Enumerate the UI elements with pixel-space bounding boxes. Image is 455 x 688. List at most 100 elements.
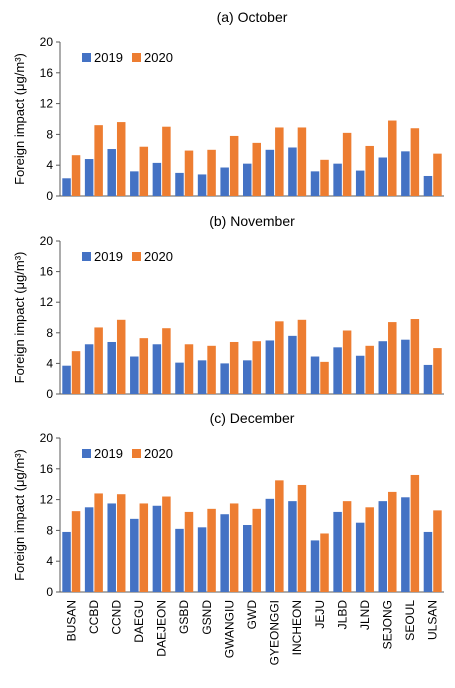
bar-2020-busan [71, 511, 81, 592]
bar-2019-ccbd [84, 344, 94, 394]
bar-2019-gwangiu [220, 514, 229, 592]
legend-label-2020: 2020 [144, 446, 173, 461]
y-tick-label: 20 [40, 431, 54, 445]
bar-2020-ulsan [433, 348, 442, 394]
bar-2019-ulsan [423, 364, 433, 394]
x-tick-label: BUSAN [64, 600, 78, 641]
x-tick-label: GSBD [177, 600, 191, 634]
bar-2020-jlbd [342, 132, 352, 196]
bar-2019-seoul [401, 151, 410, 196]
bar-2020-gsbd [184, 511, 194, 592]
legend-swatch-2019 [82, 53, 91, 62]
chart-title: (b) November [209, 213, 295, 229]
x-tick-label: SEJONG [381, 600, 395, 649]
bar-2019-jeju [310, 356, 320, 394]
y-axis-label: Foreign impact (μg/m³) [12, 449, 27, 581]
bar-2020-jlbd [342, 501, 352, 592]
bar-2019-gsbd [175, 528, 184, 592]
bar-2019-gwd [243, 163, 252, 196]
y-tick-label: 0 [46, 189, 53, 203]
bar-2019-incheon [288, 501, 297, 592]
chart-panel-1: (a) October 0 4 8 12 16 20 Foreign impact (μg/m… [12, 9, 444, 203]
legend-label-2019: 2019 [94, 249, 123, 264]
x-tick-label: SEOUL [403, 600, 417, 641]
bar-2019-jeju [310, 540, 320, 592]
bar-2019-busan [62, 531, 71, 592]
bar-2019-gyeonggi [265, 340, 275, 394]
x-tick-label: GSND [200, 600, 214, 635]
bar-2020-ccnd [116, 319, 126, 394]
bar-2019-jlnd [355, 522, 365, 592]
x-tick-label: GWANGIU [222, 600, 236, 658]
y-tick-label: 20 [40, 35, 54, 49]
bar-2020-ccnd [116, 122, 126, 196]
bar-2019-gyeonggi [265, 149, 275, 196]
bar-2019-ccnd [107, 149, 116, 196]
bar-2019-sejong [378, 341, 388, 394]
bar-2019-seoul [401, 497, 410, 592]
bar-2020-incheon [297, 319, 307, 394]
x-tick-label: DAEJEON [155, 600, 169, 657]
y-tick-label: 4 [46, 356, 53, 370]
bar-2020-jlnd [365, 145, 374, 196]
legend-swatch-2020 [132, 449, 141, 458]
bar-2019-daegu [130, 171, 139, 196]
y-tick-label: 12 [40, 295, 54, 309]
bar-2019-gsnd [197, 360, 207, 394]
y-tick-label: 12 [40, 97, 54, 111]
x-tick-label: CCND [109, 600, 123, 635]
bar-2020-busan [71, 351, 81, 394]
bar-2020-daegu [139, 503, 149, 592]
bar-2020-seoul [410, 319, 420, 394]
bar-2019-gsnd [197, 174, 207, 196]
bar-2020-gsnd [207, 149, 216, 196]
bar-2020-gsnd [207, 345, 216, 394]
bar-2020-gyeonggi [275, 321, 284, 394]
bar-2019-incheon [288, 147, 297, 196]
bar-2020-gwangiu [229, 135, 239, 196]
bar-2019-gwd [243, 360, 252, 394]
y-tick-label: 8 [46, 127, 53, 141]
bar-2020-gsnd [207, 508, 216, 592]
bar-2019-jeju [310, 171, 320, 196]
bar-2019-daegu [130, 356, 139, 394]
bar-2020-jeju [320, 361, 329, 394]
bar-2020-ccnd [116, 494, 126, 592]
bar-2019-gsnd [197, 527, 207, 592]
chart-panel-3: (c) December 0 4 8 12 16 20 Foreign impact (μg/… [12, 410, 444, 665]
legend-swatch-2020 [132, 252, 141, 261]
bar-2019-gwangiu [220, 167, 229, 196]
bar-2020-incheon [297, 127, 307, 196]
chart-panel-2: (b) November 0 4 8 12 16 20 Foreign impact (μg/… [12, 213, 444, 401]
bar-2020-gwd [252, 508, 261, 592]
y-axis-label: Foreign impact (μg/m³) [12, 53, 27, 185]
bar-2019-busan [62, 365, 71, 394]
bar-2019-gwangiu [220, 363, 229, 394]
bar-2020-gwd [252, 341, 261, 394]
y-tick-label: 0 [46, 585, 53, 599]
bar-2020-daegu [139, 338, 149, 394]
bar-2019-jlnd [355, 170, 365, 196]
bar-2020-ccbd [94, 493, 103, 592]
chart-title: (a) October [217, 9, 288, 25]
bar-2019-jlbd [333, 163, 342, 196]
bar-2019-jlbd [333, 347, 342, 394]
x-tick-label: DAEGU [132, 600, 146, 643]
bar-2019-jlbd [333, 511, 342, 592]
y-tick-label: 8 [46, 523, 53, 537]
legend-swatch-2019 [82, 449, 91, 458]
y-tick-label: 20 [40, 234, 54, 248]
bar-2020-ulsan [433, 510, 442, 592]
bar-2019-ulsan [423, 175, 433, 196]
bar-2020-daejeon [162, 126, 171, 196]
bar-2020-seoul [410, 128, 420, 196]
bar-2019-daejeon [152, 162, 162, 196]
x-tick-label: JEJU [313, 600, 327, 629]
bar-2020-gyeonggi [275, 480, 284, 592]
bar-2019-seoul [401, 339, 410, 394]
x-tick-label: JLBD [335, 600, 349, 630]
bar-2019-gsbd [175, 362, 184, 394]
bar-2019-ccnd [107, 341, 116, 394]
x-tick-label: INCHEON [290, 600, 304, 655]
